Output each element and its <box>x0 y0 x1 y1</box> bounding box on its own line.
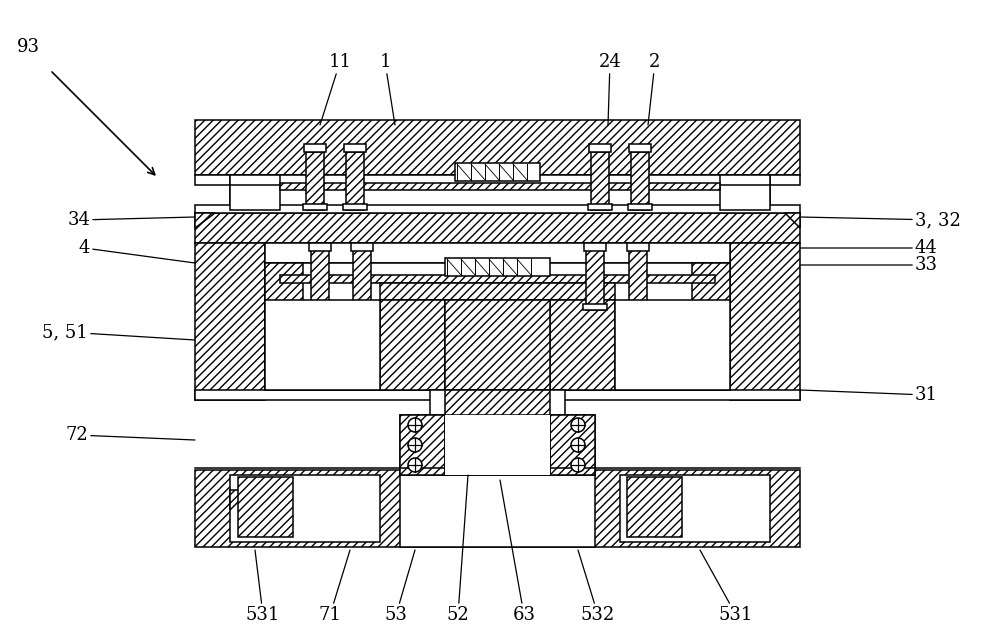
Bar <box>628 204 652 210</box>
Bar <box>400 415 595 475</box>
Bar <box>445 415 550 475</box>
Bar <box>588 204 612 210</box>
Bar <box>280 183 720 190</box>
Text: 3, 32: 3, 32 <box>800 211 961 229</box>
Bar <box>353 250 371 310</box>
Bar <box>445 300 550 455</box>
Bar <box>629 250 647 310</box>
Bar <box>308 304 332 310</box>
Bar <box>344 144 366 152</box>
Text: 44: 44 <box>800 239 938 257</box>
Bar <box>730 243 800 400</box>
Bar <box>400 470 595 547</box>
Bar <box>631 152 649 210</box>
Bar <box>238 477 293 537</box>
Bar <box>265 263 730 390</box>
Bar <box>550 415 595 475</box>
Bar <box>350 304 374 310</box>
Bar <box>309 243 331 251</box>
Bar <box>265 243 730 263</box>
Bar <box>430 390 565 415</box>
Text: 33: 33 <box>800 256 938 274</box>
Text: 93: 93 <box>17 38 40 56</box>
Text: 2: 2 <box>648 53 661 125</box>
Bar <box>629 144 651 152</box>
Bar <box>615 300 730 390</box>
Text: 53: 53 <box>385 550 415 624</box>
Bar <box>589 144 611 152</box>
Bar <box>550 300 615 390</box>
Bar <box>195 470 800 547</box>
Bar <box>195 120 800 175</box>
Text: 52: 52 <box>447 475 469 624</box>
Bar <box>380 283 615 300</box>
Bar <box>195 205 800 213</box>
Bar <box>265 263 303 318</box>
Circle shape <box>408 418 422 432</box>
Bar <box>306 152 324 210</box>
Polygon shape <box>785 213 800 228</box>
Bar <box>195 213 800 243</box>
Bar <box>586 250 604 310</box>
Text: 1: 1 <box>379 53 395 125</box>
Text: 71: 71 <box>319 550 350 624</box>
Circle shape <box>408 438 422 452</box>
Text: 34: 34 <box>67 211 195 229</box>
Bar <box>195 243 265 400</box>
Bar <box>343 204 367 210</box>
Circle shape <box>571 438 585 452</box>
Polygon shape <box>195 213 215 228</box>
Text: 5, 51: 5, 51 <box>42 323 195 341</box>
Bar <box>445 415 550 475</box>
Text: 11: 11 <box>320 53 352 125</box>
Text: 72: 72 <box>65 426 195 444</box>
Bar <box>692 263 730 318</box>
Bar <box>455 163 540 181</box>
Text: 24: 24 <box>599 53 621 125</box>
Text: 532: 532 <box>578 550 615 624</box>
Bar <box>265 300 380 390</box>
Bar <box>351 243 373 251</box>
Circle shape <box>571 458 585 472</box>
Circle shape <box>408 458 422 472</box>
Bar <box>346 152 364 210</box>
Text: 63: 63 <box>500 480 536 624</box>
Bar <box>303 204 327 210</box>
Bar <box>230 475 380 542</box>
Bar <box>584 243 606 251</box>
Bar <box>591 152 609 210</box>
Text: 531: 531 <box>246 550 280 624</box>
Bar <box>720 175 770 210</box>
Bar <box>304 144 326 152</box>
Polygon shape <box>230 490 250 510</box>
Bar <box>230 175 280 210</box>
Bar <box>380 300 445 390</box>
Bar <box>626 304 650 310</box>
Bar <box>195 175 800 185</box>
Bar <box>195 390 800 400</box>
Bar <box>620 475 770 542</box>
Bar <box>583 304 607 310</box>
Bar <box>230 175 770 210</box>
Text: 531: 531 <box>700 550 753 624</box>
Bar <box>627 477 682 537</box>
Bar <box>627 243 649 251</box>
Circle shape <box>571 418 585 432</box>
Bar <box>400 415 445 475</box>
Bar <box>311 250 329 310</box>
Bar <box>445 258 550 276</box>
Text: 4: 4 <box>79 239 195 263</box>
Text: 31: 31 <box>800 386 938 404</box>
Bar <box>280 275 715 283</box>
Bar <box>445 390 550 415</box>
